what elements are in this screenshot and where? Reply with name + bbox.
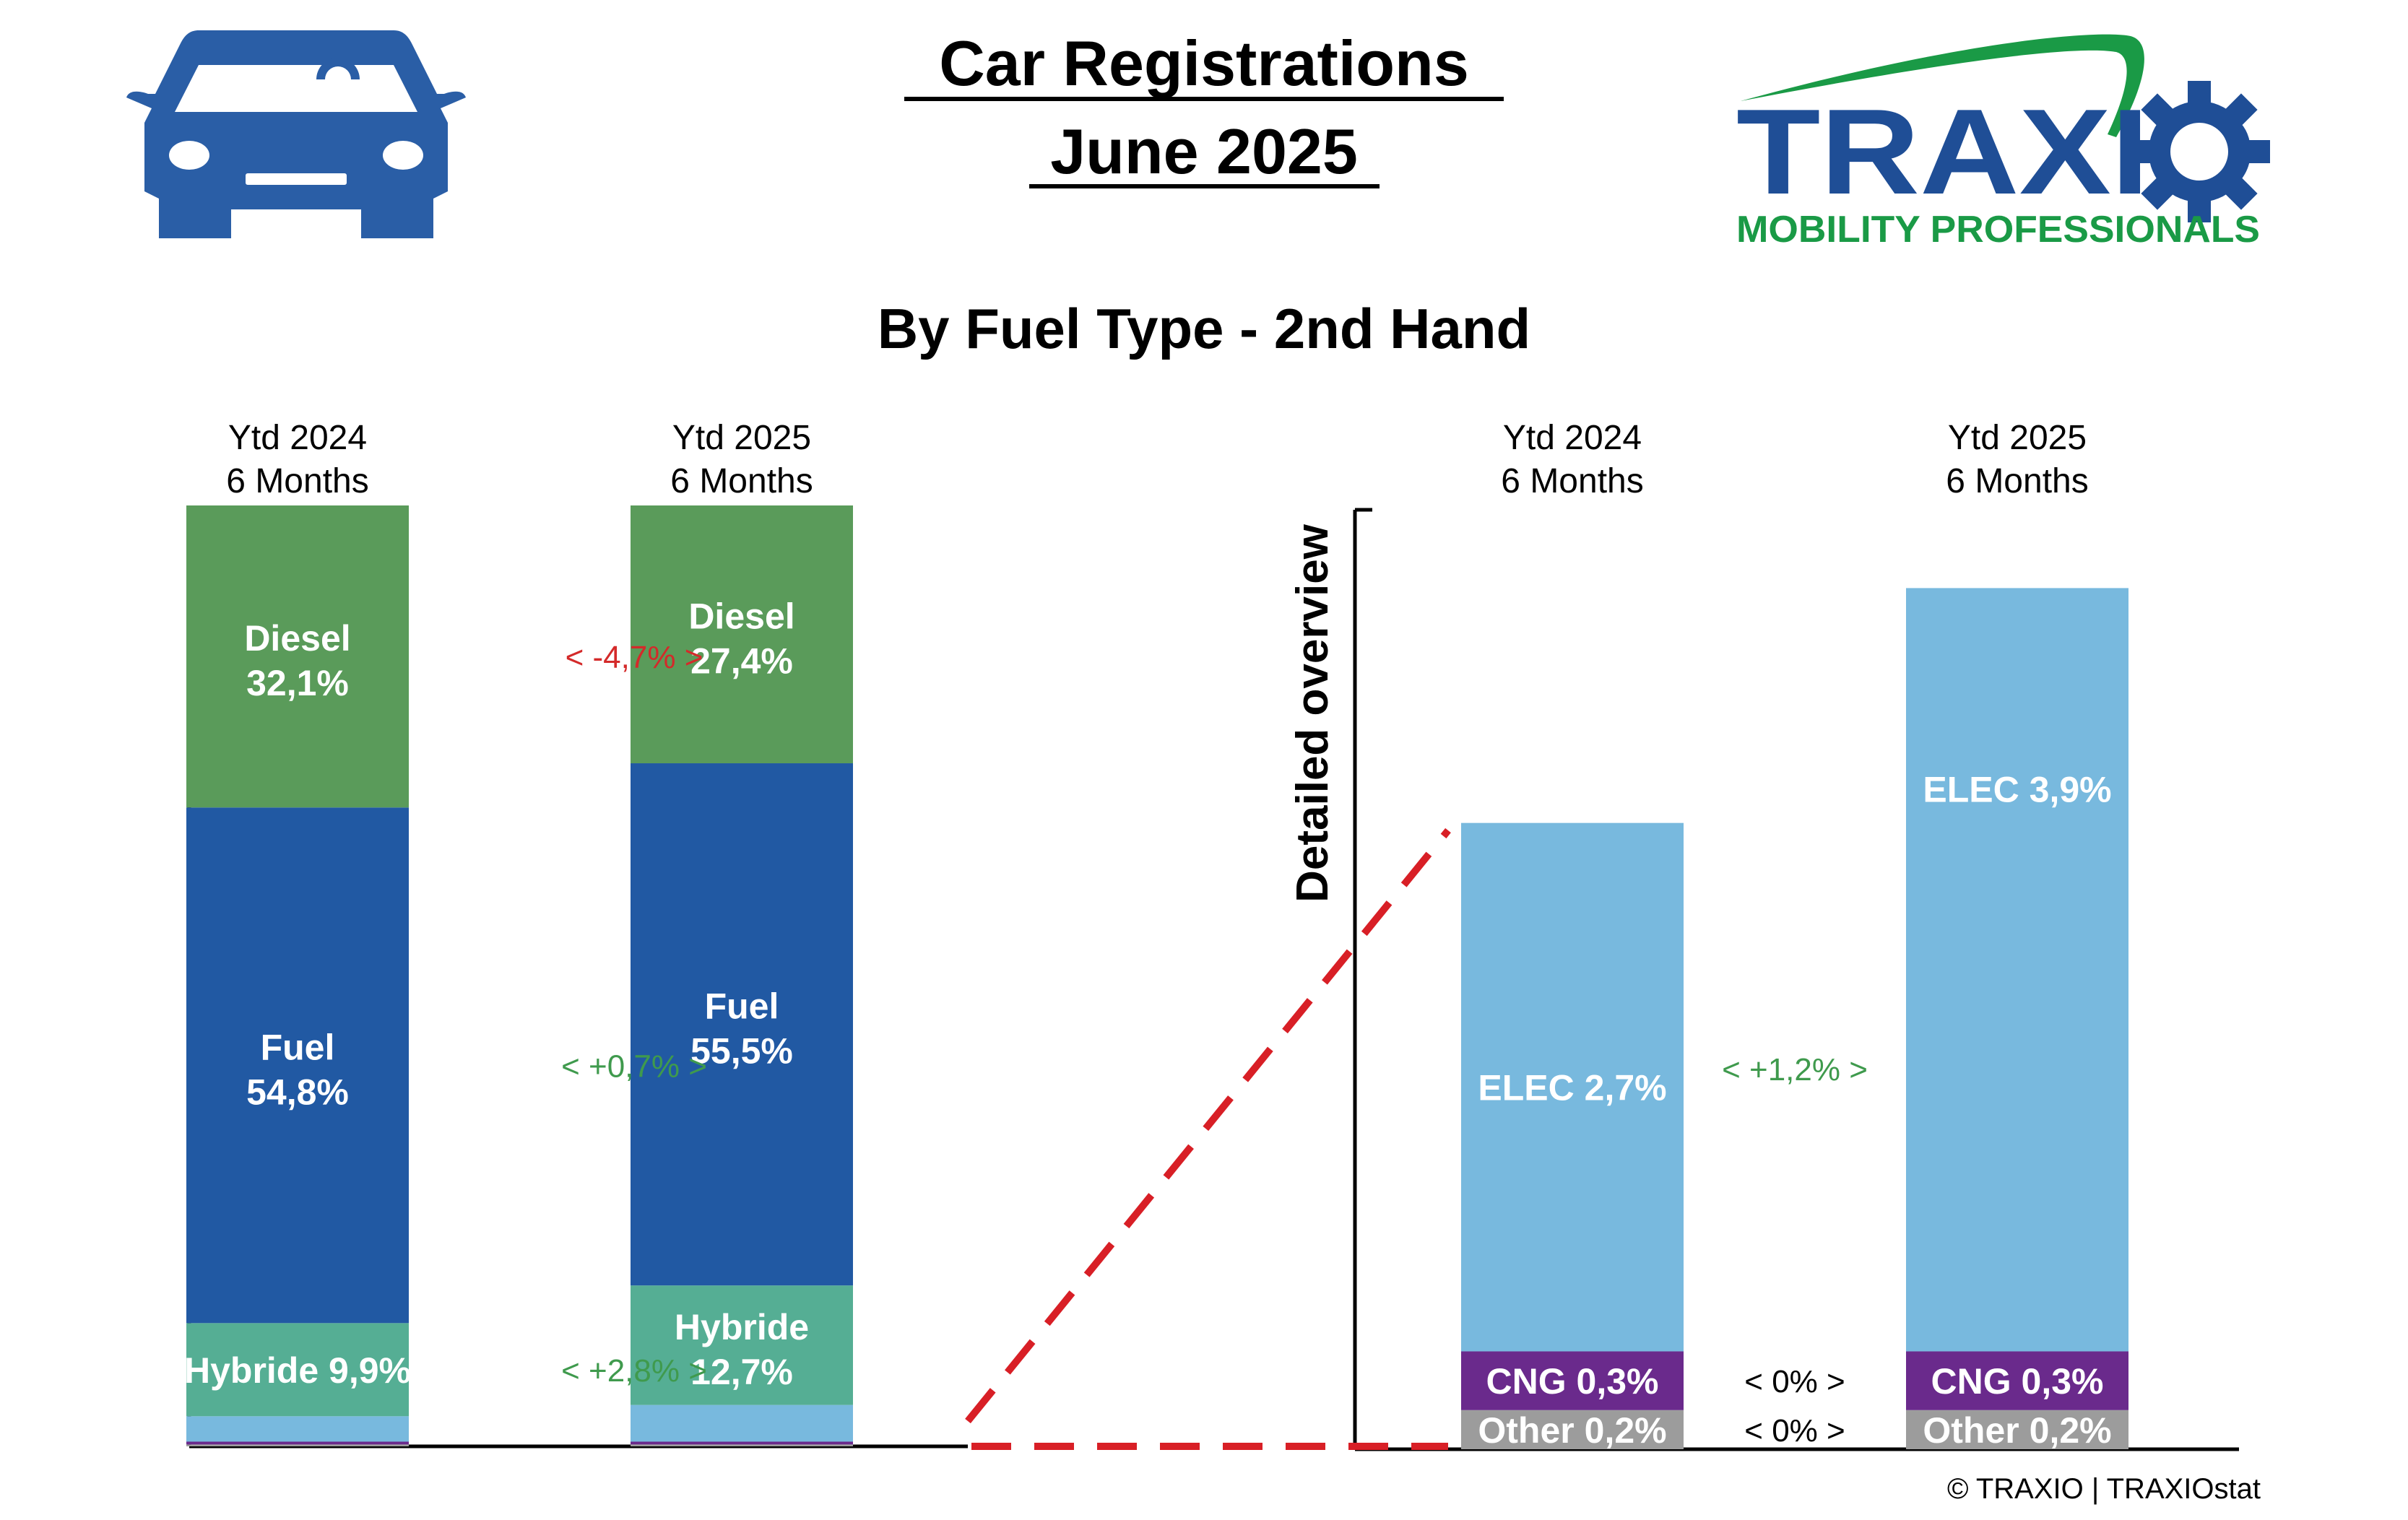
left-change-fuel: < +0,7% >	[561, 1048, 707, 1084]
left-label-hybride-value-2025: 12,7%	[690, 1352, 793, 1392]
left-label-hybride-name-2025: Hybride	[675, 1307, 809, 1347]
right-bar-other-2025	[1906, 1410, 2128, 1449]
right-label-other-2024: Other 0,2%	[1478, 1410, 1666, 1451]
car-icon	[126, 30, 466, 238]
logo-gear-icon	[2128, 81, 2270, 222]
left-bar-diesel-2025	[631, 505, 853, 764]
left-bar-fuel-2024	[186, 807, 409, 1324]
right-change-other: < 0% >	[1744, 1413, 1845, 1449]
right-chart-column-header-period: 6 Months	[1946, 462, 2088, 500]
left-label-hybride-2024: Hybride 9,9%	[184, 1350, 411, 1391]
right-bar-cng-2025	[1906, 1351, 2128, 1410]
left-bar-cng-2024	[186, 1441, 409, 1445]
left-label-diesel-value-2024: 32,1%	[246, 663, 349, 703]
logo-swoosh	[1741, 34, 2144, 137]
left-label-diesel-name-2024: Diesel	[244, 618, 350, 659]
logo-tagline: MOBILITY PROFESSIONALS	[1736, 209, 2260, 251]
left-bar-hybride-2024	[186, 1323, 409, 1417]
left-bar-elec-2024	[186, 1416, 409, 1442]
detail-axis-label: Detailed overview	[1288, 524, 1338, 903]
right-chart-column-header-year: Ytd 2024	[1503, 419, 1642, 457]
left-bar-other-2024	[186, 1444, 409, 1446]
left-bar-elec-2025	[631, 1404, 853, 1442]
right-bar-elec-2025	[1906, 588, 2128, 1352]
left-label-diesel-name-2025: Diesel	[688, 596, 794, 637]
chart-subtitle: By Fuel Type - 2nd Hand	[878, 297, 1530, 360]
left-chart-column-header-year: Ytd 2025	[672, 419, 811, 457]
right-bar-other-2024	[1461, 1410, 1684, 1449]
title-underline	[904, 97, 1504, 101]
right-change-elec: < +1,2% >	[1722, 1052, 1868, 1087]
right-bar-elec-2024	[1461, 822, 1684, 1352]
right-change-cng: < 0% >	[1744, 1364, 1845, 1399]
left-chart-column-header-period: 6 Months	[670, 462, 813, 500]
zoom-connector-diagonal	[965, 828, 1451, 1424]
left-bar-hybride-2025	[631, 1285, 853, 1405]
left-bar-fuel-2025	[631, 763, 853, 1286]
left-change-hybride: < +2,8% >	[561, 1353, 707, 1389]
left-chart-column-header-period: 6 Months	[226, 462, 368, 500]
left-label-diesel-value-2025: 27,4%	[690, 641, 793, 682]
copyright: © TRAXIO | TRAXIOstat	[1947, 1473, 2261, 1505]
left-chart-column-header-year: Ytd 2024	[228, 419, 367, 457]
right-label-cng-2024: CNG 0,3%	[1486, 1361, 1659, 1402]
left-label-fuel-name-2024: Fuel	[261, 1027, 335, 1067]
left-label-fuel-value-2025: 55,5%	[690, 1031, 793, 1072]
right-bar-cng-2024	[1461, 1351, 1684, 1410]
left-bar-other-2025	[631, 1444, 853, 1446]
right-label-elec-2024: ELEC 2,7%	[1478, 1068, 1666, 1108]
right-chart-column-header-period: 6 Months	[1501, 462, 1643, 500]
page-title-date: June 2025	[1050, 116, 1358, 187]
right-label-other-2025: Other 0,2%	[1923, 1410, 2111, 1451]
left-label-fuel-name-2025: Fuel	[705, 986, 779, 1027]
right-chart-column-header-year: Ytd 2025	[1948, 419, 2087, 457]
traxio-logo: TRAXIO MOBILITY PROFESSIONALS	[1736, 34, 2270, 251]
date-underline	[1029, 184, 1380, 188]
left-change-diesel: < -4,7% >	[566, 640, 703, 675]
left-bar-diesel-2024	[186, 505, 409, 808]
left-bar-cng-2025	[631, 1441, 853, 1445]
left-label-fuel-value-2024: 54,8%	[246, 1072, 349, 1112]
page-title: Car Registrations	[939, 27, 1469, 99]
right-label-elec-2025: ELEC 3,9%	[1923, 769, 2111, 809]
right-label-cng-2025: CNG 0,3%	[1931, 1361, 2104, 1402]
